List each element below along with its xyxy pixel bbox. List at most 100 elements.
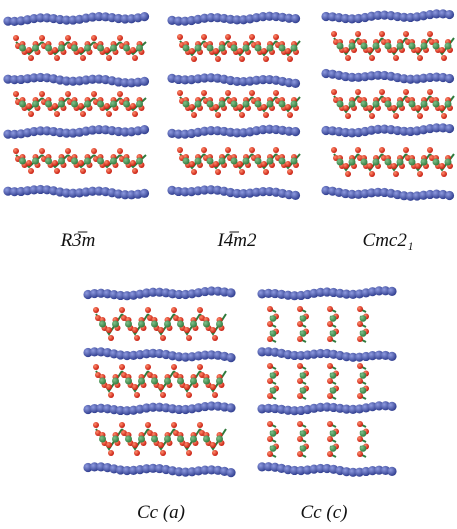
atom-red — [145, 364, 151, 370]
atom-green — [270, 430, 277, 437]
atom-red — [210, 442, 216, 448]
atom-blue — [445, 191, 454, 200]
atom-blue — [291, 79, 300, 88]
atom-red — [441, 55, 447, 61]
atom-red — [393, 55, 399, 61]
atom-red — [54, 55, 60, 61]
atom-red — [212, 450, 218, 456]
atom-red — [273, 34, 279, 40]
atom-blue — [226, 353, 235, 362]
atom-red — [158, 327, 164, 333]
atom-red — [119, 307, 125, 313]
atom-red — [331, 31, 337, 37]
atom-green — [84, 158, 91, 165]
atom-red — [28, 55, 34, 61]
atom-red — [287, 56, 293, 62]
atom-red — [267, 363, 273, 369]
atom-red — [13, 91, 19, 97]
atom-red — [327, 336, 333, 342]
atom-red — [106, 384, 112, 390]
atom-green — [151, 378, 158, 385]
atom-green — [19, 101, 26, 108]
atom-green — [330, 387, 337, 394]
atom-red — [186, 450, 192, 456]
atom-green — [300, 430, 307, 437]
atom-green — [164, 378, 171, 385]
atom-red — [28, 168, 34, 174]
atom-green — [231, 101, 238, 108]
atom-green — [337, 159, 344, 166]
atom-green — [373, 101, 380, 108]
atom-red — [439, 105, 445, 111]
atom-green — [99, 378, 106, 385]
atom-red — [427, 31, 433, 37]
atom-green — [164, 436, 171, 443]
atom-red — [186, 335, 192, 341]
atom-red — [28, 111, 34, 117]
atom-red — [427, 147, 433, 153]
atom-green — [45, 101, 52, 108]
atom-green — [231, 45, 238, 52]
atom-red — [160, 335, 166, 341]
atom-red — [379, 89, 385, 95]
atom-red — [78, 47, 84, 53]
atom-red — [287, 112, 293, 118]
atom-green — [445, 43, 452, 50]
atom-green — [445, 101, 452, 108]
atom-red — [93, 364, 99, 370]
atom-green — [255, 101, 262, 108]
atom-red — [80, 111, 86, 117]
atom-red — [355, 147, 361, 153]
atom-red — [132, 55, 138, 61]
atom-red — [263, 169, 269, 175]
atom-red — [267, 378, 273, 384]
atom-red — [201, 147, 207, 153]
atom-red — [106, 327, 112, 333]
atom-green — [19, 45, 26, 52]
atom-green — [71, 101, 78, 108]
atom-red — [197, 364, 203, 370]
atom-red — [415, 163, 421, 169]
atom-green — [71, 158, 78, 165]
atom-red — [297, 321, 303, 327]
atom-red — [285, 104, 291, 110]
atom-green — [337, 43, 344, 50]
atom-red — [367, 47, 373, 53]
atom-green — [138, 436, 145, 443]
atom-green — [195, 101, 202, 108]
atom-green — [216, 321, 223, 328]
atom-green — [361, 101, 368, 108]
atom-red — [158, 384, 164, 390]
panel-label: I4̅m2 — [216, 230, 257, 251]
panel-label: R3̅m — [60, 230, 96, 251]
atom-red — [331, 89, 337, 95]
atom-red — [119, 364, 125, 370]
atom-green — [373, 159, 380, 166]
atom-green — [112, 321, 119, 328]
atom-red — [91, 91, 97, 97]
atom-green — [270, 315, 277, 322]
atom-red — [134, 335, 140, 341]
atom-green — [409, 43, 416, 50]
atom-green — [385, 159, 392, 166]
atom-red — [267, 306, 273, 312]
atom-red — [327, 378, 333, 384]
atom-red — [26, 103, 32, 109]
atom-green — [219, 158, 226, 165]
atom-red — [439, 47, 445, 53]
atom-green — [99, 436, 106, 443]
atom-blue — [226, 403, 235, 412]
atom-red — [263, 56, 269, 62]
atom-red — [130, 103, 136, 109]
atom-red — [327, 393, 333, 399]
atom-green — [183, 158, 190, 165]
atom-green — [373, 43, 380, 50]
atom-green — [291, 101, 298, 108]
atom-red — [345, 171, 351, 177]
atom-green — [300, 445, 307, 452]
atom-green — [136, 45, 143, 52]
atom-green — [361, 43, 368, 50]
atom-green — [291, 158, 298, 165]
atom-red — [132, 327, 138, 333]
atom-red — [78, 160, 84, 166]
